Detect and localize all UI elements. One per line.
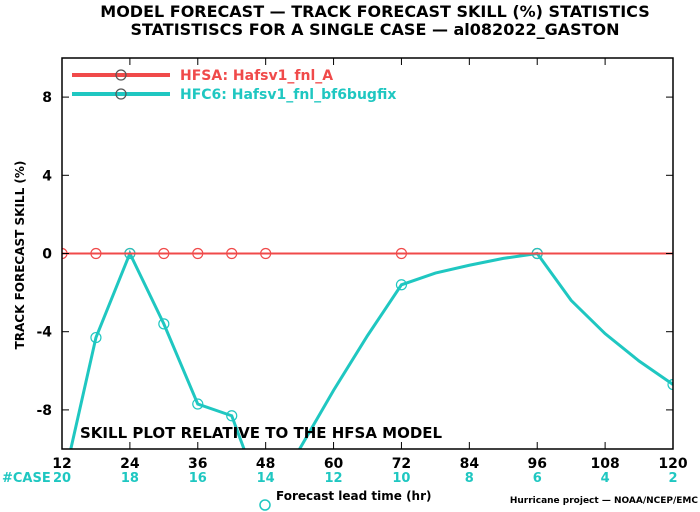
- y-tick-label: 8: [42, 90, 52, 106]
- series-2-point: [90, 331, 102, 344]
- x-tick-label: 120: [658, 456, 687, 472]
- chart-title: MODEL FORECAST — TRACK FORECAST SKILL (%…: [100, 2, 649, 21]
- y-tick-label: -8: [36, 403, 52, 419]
- case-count: 10: [392, 471, 410, 486]
- x-tick-label: 96: [527, 456, 546, 472]
- x-tick-label: 60: [324, 456, 344, 472]
- case-count: 2: [668, 471, 677, 486]
- case-row-label: #CASE: [2, 471, 51, 486]
- case-count: 14: [257, 471, 275, 486]
- x-tick-label: 36: [188, 456, 207, 472]
- case-count: 8: [465, 471, 474, 486]
- series-2-point: [395, 279, 408, 291]
- series-line-2: [69, 249, 673, 449]
- legend-marker-2: [115, 88, 127, 100]
- case-count: 4: [601, 471, 610, 486]
- x-axis-label: Forecast lead time (hr): [276, 489, 432, 503]
- series-2-point: [667, 378, 673, 391]
- legend-label-2: HFC6: Hafsv1_fnl_bf6bugfix: [180, 87, 396, 103]
- y-axis-label: TRACK FORECAST SKILL (%): [13, 161, 27, 350]
- legend-marker-1: [115, 69, 127, 81]
- xlabel-marker-icon: [259, 499, 271, 511]
- case-count: 16: [189, 471, 207, 486]
- x-tick-label: 48: [256, 456, 275, 472]
- x-tick-label: 108: [590, 456, 619, 472]
- chart-subtitle: STATISTISCS FOR A SINGLE CASE — al082022…: [130, 20, 619, 39]
- x-tick-label: 72: [392, 456, 411, 472]
- case-count: 12: [325, 471, 343, 486]
- x-tick-label: 24: [120, 456, 140, 472]
- annotation-text: SKILL PLOT RELATIVE TO THE HFSA MODEL: [80, 424, 443, 442]
- x-tick-label: 84: [460, 456, 480, 472]
- y-tick-label: -4: [36, 325, 52, 341]
- series-group: [62, 247, 673, 449]
- series-2-point: [158, 318, 170, 330]
- x-tick-label: 12: [52, 456, 71, 472]
- legend-label-1: HFSA: Hafsv1_fnl_A: [180, 68, 333, 84]
- y-tick-label: 4: [42, 168, 52, 184]
- credit-text: Hurricane project — NOAA/NCEP/EMC: [510, 496, 699, 506]
- plot-area: SKILL PLOT RELATIVE TO THE HFSA MODEL HFS…: [36, 57, 674, 450]
- case-count: 18: [121, 471, 139, 486]
- case-count: 6: [533, 471, 542, 486]
- series-2-point: [226, 410, 238, 422]
- y-tick-label: 0: [42, 247, 52, 263]
- series-2-point: [192, 398, 204, 410]
- case-count: 20: [53, 471, 71, 486]
